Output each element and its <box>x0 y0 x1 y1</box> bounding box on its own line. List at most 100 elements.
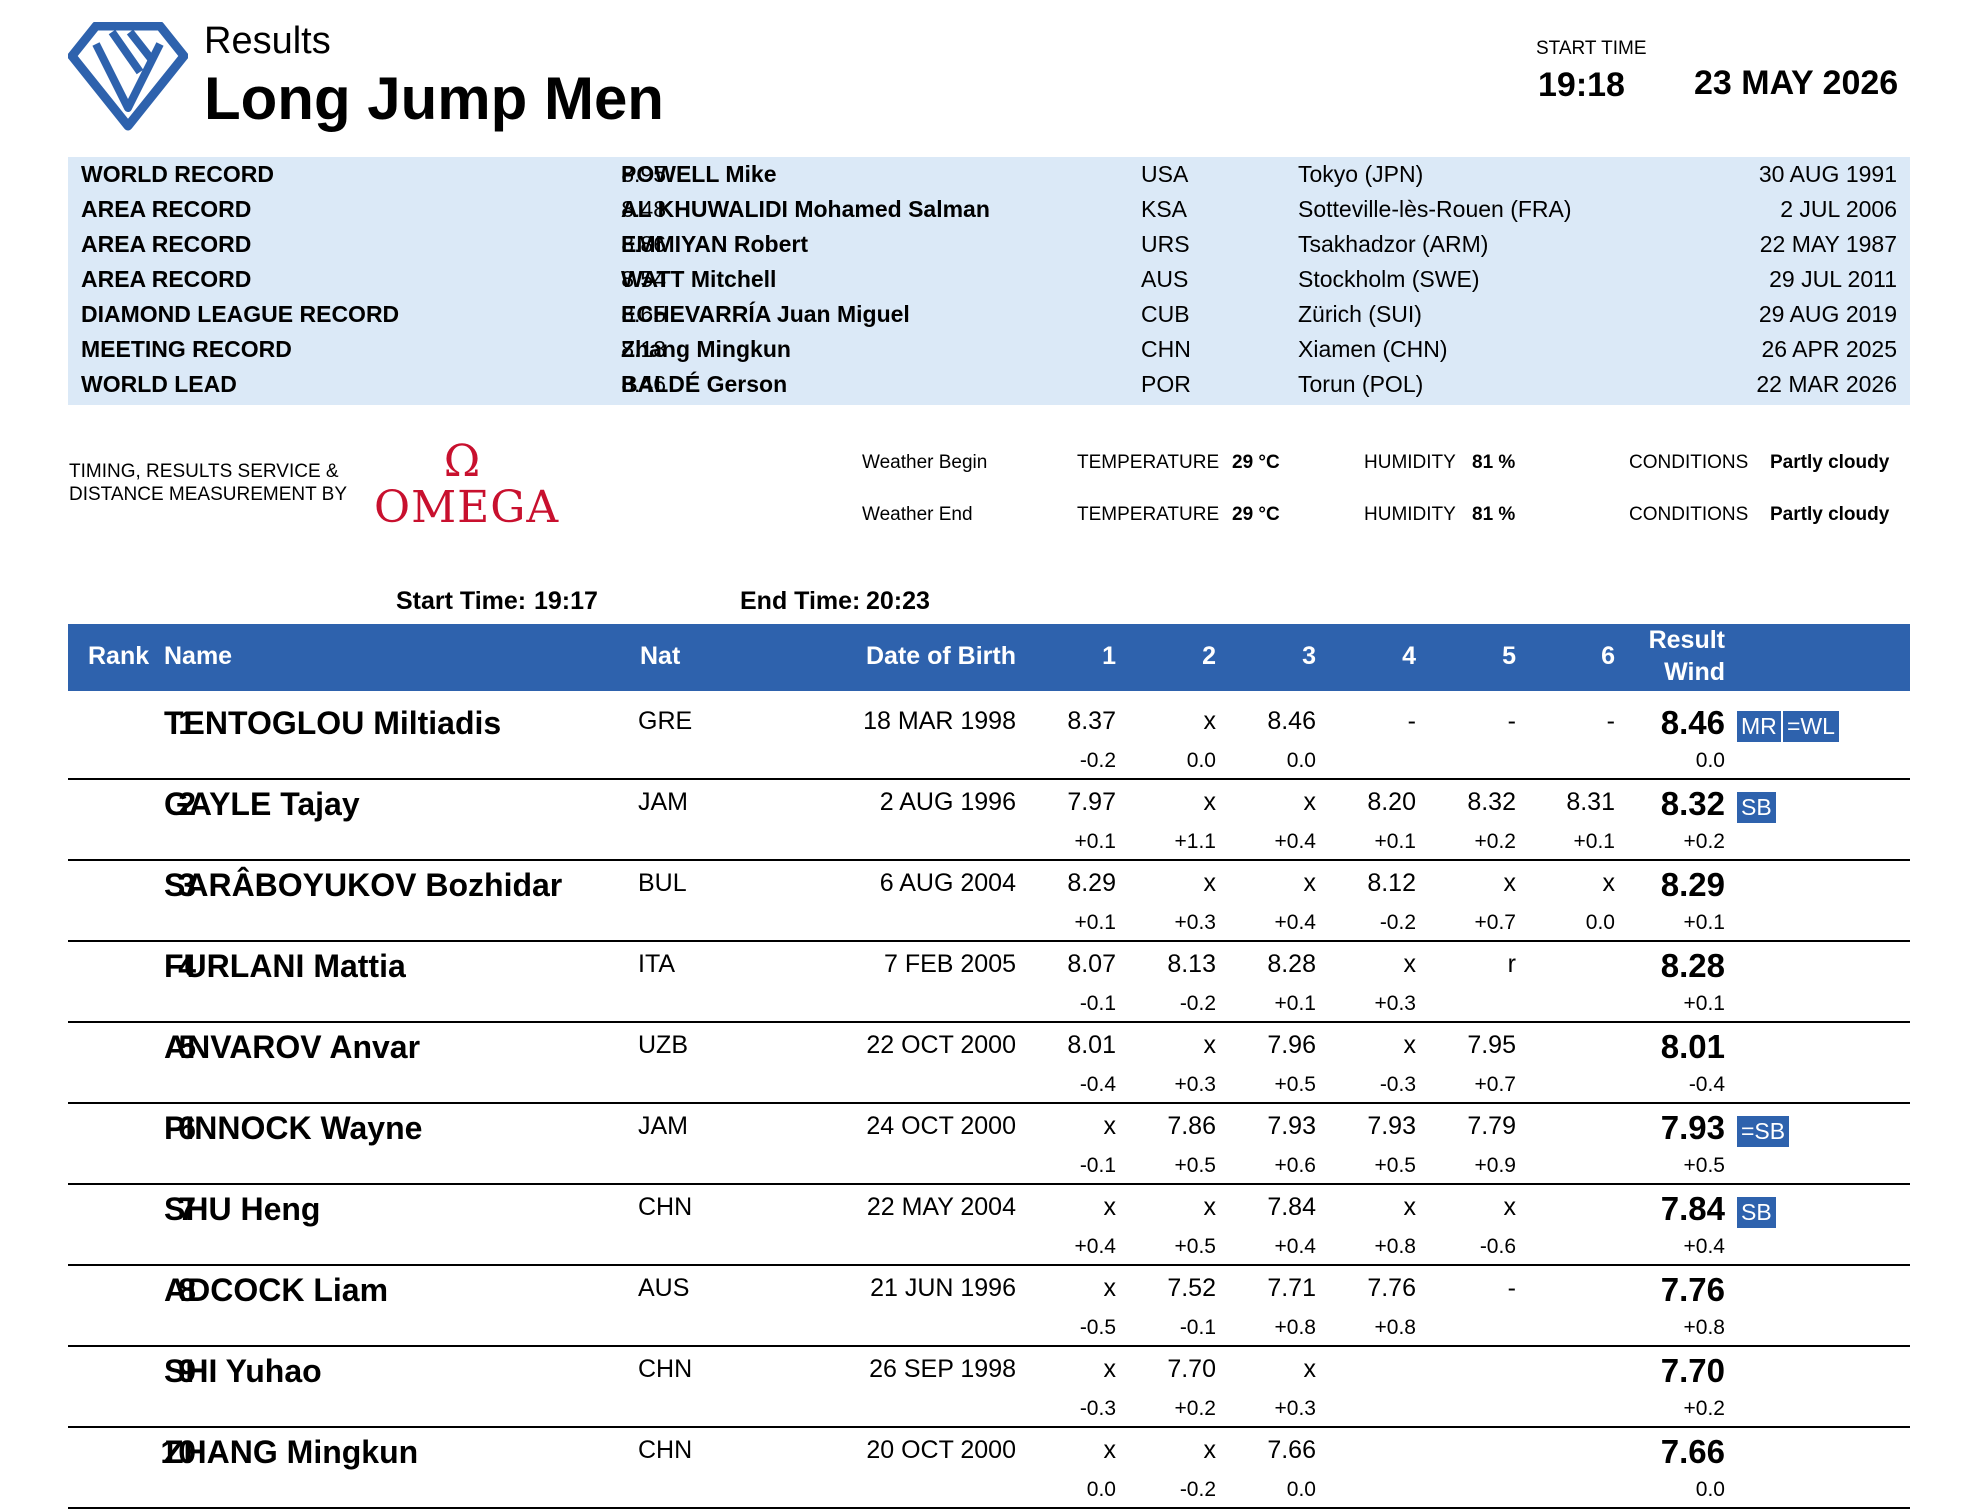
record-date: 30 AUG 1991 <box>1758 161 1897 187</box>
attempt-mark: 7.93 <box>1267 1112 1316 1140</box>
result-mark: 7.76 <box>1660 1271 1725 1308</box>
end-time-value: 20:23 <box>866 587 930 615</box>
attempt-wind: +0.5 <box>1174 1154 1216 1177</box>
record-holder: ECHEVARRÍA Juan Miguel <box>621 301 910 327</box>
record-mark: 8.18 <box>621 336 666 362</box>
table-row: 7 SHU Heng CHN 22 MAY 2004 x x 7.84 x x +0.4 +0.5 +… <box>68 1183 1910 1266</box>
temperature-label: TEMPERATURE <box>1077 504 1220 525</box>
attempt-wind: +0.8 <box>1274 1316 1316 1339</box>
end-time-label: End Time: <box>740 587 861 615</box>
attempt-wind: -0.5 <box>1079 1316 1116 1339</box>
athlete-rank: 4 <box>178 948 196 984</box>
attempt-wind: +0.8 <box>1374 1235 1416 1258</box>
table-row: 6 PINNOCK Wayne JAM 24 OCT 2000 x 7.86 7.93 7.9… <box>68 1102 1910 1185</box>
athlete-nat: CHN <box>638 1355 693 1383</box>
event-date: 23 MAY 2026 <box>1694 64 1899 102</box>
attempt-mark: 8.28 <box>1267 950 1316 978</box>
athlete-name: ADCOCK Liam <box>164 1272 389 1308</box>
record-holder: BALDÉ Gerson <box>621 371 788 397</box>
record-badge: SB <box>1737 1197 1776 1228</box>
athlete-dob: 2 AUG 1996 <box>879 788 1016 816</box>
attempt-mark: x <box>1103 1193 1117 1221</box>
record-venue: Torun (POL) <box>1298 371 1424 397</box>
attempt-wind: -0.2 <box>1079 749 1116 772</box>
col-nat: Nat <box>640 642 681 670</box>
attempt-mark: x <box>1403 1193 1417 1221</box>
attempt-mark: x <box>1203 788 1217 816</box>
result-mark: 8.01 <box>1660 1028 1725 1065</box>
result-wind: +0.2 <box>1683 1397 1725 1420</box>
humidity-value: 81 % <box>1472 504 1516 525</box>
temperature-value: 29 °C <box>1232 452 1280 473</box>
attempt-wind: +0.3 <box>1174 911 1216 934</box>
attempt-mark: 7.95 <box>1467 1031 1516 1059</box>
athlete-rank: 9 <box>178 1353 196 1389</box>
athlete-dob: 21 JUN 1996 <box>870 1274 1016 1302</box>
record-type: AREA RECORD <box>81 196 252 222</box>
result-wind: +0.5 <box>1683 1154 1725 1177</box>
record-nat: USA <box>1141 161 1189 187</box>
athlete-rank: 2 <box>178 786 196 822</box>
record-type: AREA RECORD <box>81 266 252 292</box>
result-mark: 8.32 <box>1660 785 1725 822</box>
attempt-wind: +1.1 <box>1174 830 1216 853</box>
athlete-rank: 6 <box>178 1110 196 1146</box>
table-row: 1 TENTOGLOU Miltiadis GRE 18 MAR 1998 8.37 x 8… <box>68 697 1910 780</box>
record-venue: Xiamen (CHN) <box>1298 336 1448 362</box>
attempt-mark: 8.07 <box>1067 950 1116 978</box>
attempt-mark: x <box>1103 1112 1117 1140</box>
conditions-value: Partly cloudy <box>1770 452 1890 473</box>
attempt-wind: 0.0 <box>1585 911 1615 934</box>
record-nat: POR <box>1141 371 1191 397</box>
athlete-dob: 18 MAR 1998 <box>863 707 1016 735</box>
result-mark: 7.84 <box>1660 1190 1725 1227</box>
athlete-dob: 7 FEB 2005 <box>883 950 1016 978</box>
record-date: 29 JUL 2011 <box>1769 266 1897 292</box>
page-subtitle: Results <box>204 20 331 62</box>
attempt-wind: +0.4 <box>1274 911 1316 934</box>
attempt-wind: +0.9 <box>1474 1154 1516 1177</box>
record-row: AREA RECORD 8.48 AL KHUWALIDI Mohamed Salm… <box>68 192 1910 227</box>
record-type: DIAMOND LEAGUE RECORD <box>81 301 400 327</box>
attempt-wind: +0.7 <box>1474 911 1516 934</box>
records-table: WORLD RECORD 8.95 POWELL Mike USA Tokyo (JPN… <box>68 157 1910 405</box>
record-venue: Stockholm (SWE) <box>1298 266 1480 292</box>
attempt-wind: +0.5 <box>1174 1235 1216 1258</box>
record-nat: KSA <box>1141 196 1188 222</box>
record-row: MEETING RECORD 8.18 Zhang Mingkun CHN Xiamen… <box>68 332 1910 367</box>
record-nat: CHN <box>1141 336 1191 362</box>
result-wind: -0.4 <box>1688 1073 1725 1096</box>
attempt-mark: x <box>1103 1274 1117 1302</box>
attempt-mark: x <box>1103 1436 1117 1464</box>
table-row: 4 FURLANI Mattia ITA 7 FEB 2005 8.07 8.13 8.28… <box>68 940 1910 1023</box>
record-type: MEETING RECORD <box>81 336 292 362</box>
omega-logo: Ω OMEGA <box>370 436 558 535</box>
record-holder: POWELL Mike <box>621 161 777 187</box>
start-time-value-2: 19:17 <box>534 587 598 615</box>
athlete-rank: 7 <box>178 1191 196 1227</box>
attempt-mark: 7.52 <box>1167 1274 1216 1302</box>
record-holder: Zhang Mingkun <box>621 336 791 362</box>
athlete-name: ZHANG Mingkun <box>164 1434 419 1470</box>
attempt-mark: 7.79 <box>1467 1112 1516 1140</box>
athlete-name: FURLANI Mattia <box>164 948 406 984</box>
attempt-wind: +0.1 <box>1374 830 1416 853</box>
table-row: 10 ZHANG Mingkun CHN 20 OCT 2000 x x 7.66 0.0 -0… <box>68 1426 1910 1509</box>
attempt-mark: 8.20 <box>1367 788 1416 816</box>
attempt-wind: -0.2 <box>1179 1478 1216 1501</box>
record-badge: SB <box>1737 792 1776 823</box>
athlete-name: PINNOCK Wayne <box>164 1110 423 1146</box>
attempt-mark: 8.46 <box>1267 707 1316 735</box>
result-mark: 8.46 <box>1660 704 1725 741</box>
record-mark: 8.46 <box>621 371 666 397</box>
result-mark: 7.70 <box>1660 1352 1725 1389</box>
record-row: WORLD LEAD 8.46 BALDÉ Gerson POR Torun (POL)… <box>68 367 1910 402</box>
attempt-mark: 7.71 <box>1267 1274 1316 1302</box>
result-wind: +0.1 <box>1683 992 1725 1015</box>
attempt-wind: 0.0 <box>1286 749 1316 772</box>
athlete-nat: CHN <box>638 1436 693 1464</box>
attempt-wind: -0.4 <box>1079 1073 1116 1096</box>
col-attempt-3: 3 <box>1302 642 1316 670</box>
start-time-label: START TIME <box>1536 38 1647 59</box>
athlete-name: SHI Yuhao <box>164 1353 322 1389</box>
